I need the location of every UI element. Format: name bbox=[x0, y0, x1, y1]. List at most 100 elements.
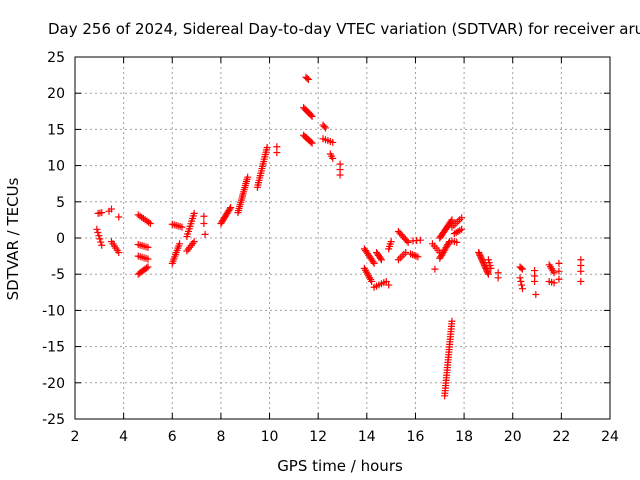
data-point bbox=[303, 74, 311, 82]
data-point bbox=[577, 267, 585, 275]
data-point bbox=[402, 248, 410, 256]
y-axis-label: SDTVAR / TECUs bbox=[4, 177, 22, 300]
data-point bbox=[555, 275, 563, 283]
data-point bbox=[431, 265, 439, 273]
data-point bbox=[329, 154, 337, 162]
data-point bbox=[376, 254, 384, 262]
data-point bbox=[400, 250, 408, 258]
axis-ticks bbox=[74, 56, 611, 420]
data-point bbox=[403, 237, 411, 245]
data-point bbox=[97, 238, 105, 246]
x-tick-labels: 2 4 6 8 10 12 14 16 18 20 22 24 bbox=[71, 429, 619, 445]
data-point bbox=[107, 205, 115, 213]
data-point bbox=[484, 270, 492, 278]
data-point bbox=[448, 216, 456, 224]
data-point bbox=[369, 258, 377, 266]
data-point bbox=[146, 220, 154, 228]
data-point bbox=[382, 277, 390, 285]
data-points bbox=[93, 73, 585, 400]
data-point bbox=[394, 256, 402, 264]
data-point bbox=[201, 230, 209, 238]
data-point bbox=[143, 264, 151, 272]
data-point bbox=[336, 171, 344, 179]
x-tick-label: 18 bbox=[455, 429, 473, 445]
data-point bbox=[227, 204, 235, 212]
data-point bbox=[453, 238, 461, 246]
data-point bbox=[200, 220, 208, 228]
y-tick-label: 5 bbox=[56, 195, 65, 211]
data-point bbox=[307, 138, 315, 146]
data-point bbox=[516, 274, 524, 282]
data-point bbox=[517, 277, 525, 285]
data-point bbox=[577, 277, 585, 285]
x-axis-label: GPS time / hours bbox=[277, 457, 403, 475]
grid bbox=[75, 57, 610, 419]
data-point bbox=[244, 173, 252, 181]
y-tick-label: -20 bbox=[42, 376, 65, 392]
data-point bbox=[98, 241, 106, 249]
chart-title: Day 256 of 2024, Sidereal Day-to-day VTE… bbox=[48, 20, 640, 38]
data-point bbox=[404, 238, 412, 246]
y-tick-label: -15 bbox=[42, 340, 65, 356]
y-tick-label: 25 bbox=[47, 50, 65, 66]
data-point bbox=[115, 213, 123, 221]
data-point bbox=[385, 281, 393, 289]
data-point bbox=[494, 274, 502, 282]
data-point bbox=[178, 223, 186, 231]
data-point bbox=[448, 317, 456, 325]
data-point bbox=[321, 124, 329, 132]
data-point bbox=[190, 209, 198, 217]
x-tick-label: 14 bbox=[358, 429, 376, 445]
data-point bbox=[115, 248, 123, 256]
data-point bbox=[320, 123, 328, 131]
x-tick-label: 20 bbox=[504, 429, 522, 445]
data-point bbox=[398, 252, 406, 260]
x-tick-label: 16 bbox=[407, 429, 425, 445]
data-point bbox=[447, 217, 455, 225]
data-point bbox=[410, 251, 418, 259]
data-point bbox=[200, 212, 208, 220]
x-tick-label: 6 bbox=[168, 429, 177, 445]
x-tick-label: 12 bbox=[309, 429, 327, 445]
x-tick-label: 10 bbox=[261, 429, 279, 445]
data-point bbox=[226, 205, 234, 213]
y-tick-label: -5 bbox=[51, 267, 65, 283]
data-point bbox=[487, 264, 495, 272]
data-point bbox=[484, 269, 492, 277]
data-point bbox=[94, 228, 102, 236]
data-point bbox=[95, 232, 103, 240]
x-tick-label: 24 bbox=[601, 429, 619, 445]
data-point bbox=[416, 236, 424, 244]
data-point bbox=[93, 225, 101, 233]
data-point bbox=[144, 263, 152, 271]
x-tick-label: 4 bbox=[119, 429, 128, 445]
y-tick-label: -25 bbox=[42, 412, 65, 428]
x-tick-label: 22 bbox=[552, 429, 570, 445]
data-point bbox=[370, 259, 378, 267]
y-tick-label: 0 bbox=[56, 231, 65, 247]
data-point bbox=[387, 238, 395, 246]
data-point bbox=[308, 112, 316, 120]
y-tick-label: 15 bbox=[47, 122, 65, 138]
data-point bbox=[518, 285, 526, 293]
data-point bbox=[550, 269, 558, 277]
data-point bbox=[308, 139, 316, 147]
data-point bbox=[263, 144, 271, 151]
data-point bbox=[273, 143, 281, 151]
data-point bbox=[377, 256, 385, 264]
data-point bbox=[555, 267, 563, 275]
data-point bbox=[518, 281, 526, 289]
x-tick-label: 2 bbox=[71, 429, 80, 445]
data-point bbox=[176, 240, 184, 248]
y-tick-label: 20 bbox=[47, 86, 65, 102]
data-point bbox=[96, 235, 104, 243]
data-point bbox=[555, 259, 563, 267]
data-point bbox=[396, 254, 404, 262]
data-point bbox=[517, 264, 525, 272]
data-point bbox=[531, 277, 539, 285]
data-point bbox=[368, 277, 376, 285]
y-tick-label: -10 bbox=[42, 303, 65, 319]
x-tick-label: 8 bbox=[216, 429, 225, 445]
data-point bbox=[329, 138, 337, 146]
